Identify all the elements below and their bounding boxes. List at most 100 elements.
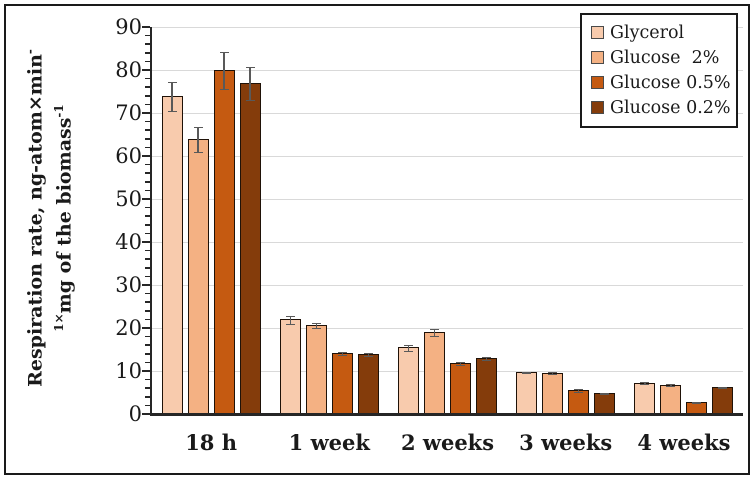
error-bar-line <box>525 372 528 374</box>
gridline-50 <box>152 198 743 200</box>
y-minor-tick <box>145 189 150 192</box>
y-major-tick <box>142 198 150 200</box>
error-bar-line <box>407 345 410 351</box>
plot-area <box>142 26 743 416</box>
error-bar-line <box>577 390 580 392</box>
y-minor-tick <box>145 387 150 389</box>
error-bar <box>718 386 728 390</box>
bar-group-3-weeks <box>507 27 625 414</box>
error-bar-line <box>197 127 199 152</box>
bar-glucose-0.2% <box>712 386 734 414</box>
error-bar-line <box>644 383 646 384</box>
y-tick-label: 0 <box>128 402 142 426</box>
y-axis-title-sup1: - <box>23 49 38 55</box>
legend-item: Glucose 0.5% <box>591 71 731 94</box>
legend: Glycerol Glucose 2% Glucose 0.5% Glucose 0.… <box>580 13 738 128</box>
y-minor-tick <box>145 224 150 226</box>
y-minor-tick <box>145 353 150 355</box>
y-axis-title-line2: mg of the biomass <box>53 117 76 314</box>
bar-glucose-2% <box>542 372 564 414</box>
error-bar-line <box>551 373 554 375</box>
error-bar-line <box>433 330 436 337</box>
gridline-80 <box>152 69 743 71</box>
error-bar-line <box>315 323 318 329</box>
y-minor-tick <box>145 146 150 149</box>
gridline-20 <box>152 327 743 329</box>
bar-glycerol <box>161 81 183 414</box>
legend-item: Glucose 2% <box>591 46 728 69</box>
y-axis-title-sup2: 1× <box>52 313 66 332</box>
y-minor-tick <box>145 344 150 346</box>
bar-glucose-0.2% <box>239 66 261 414</box>
error-bar <box>574 389 584 393</box>
y-minor-tick <box>145 215 150 217</box>
y-major-tick <box>142 26 150 28</box>
error-bar <box>311 322 321 330</box>
gridline-70 <box>152 112 743 114</box>
gridline-30 <box>152 284 743 286</box>
error-bar <box>430 329 439 338</box>
error-bar <box>193 126 203 153</box>
bar-group-2-weeks <box>388 27 506 414</box>
y-minor-tick <box>145 404 150 407</box>
y-minor-tick <box>145 77 150 80</box>
y-tick-label: 30 <box>115 273 142 297</box>
y-minor-tick <box>145 249 150 252</box>
y-minor-tick <box>145 34 150 37</box>
bar-glucose-2% <box>305 322 327 414</box>
legend-swatch-icon <box>591 76 604 89</box>
gridline-90 <box>152 26 743 28</box>
error-bar <box>692 401 702 404</box>
y-minor-tick <box>145 292 150 295</box>
error-bar <box>640 382 650 385</box>
bar-glucose-2% <box>187 126 209 414</box>
y-minor-tick <box>145 129 150 131</box>
error-bar <box>167 81 177 112</box>
y-minor-tick <box>145 378 150 381</box>
bar-glucose-0.5% <box>213 51 235 414</box>
error-bar-line <box>603 393 606 395</box>
y-minor-tick <box>145 43 150 45</box>
y-tick-label: 40 <box>115 230 142 254</box>
bar-glucose-0.2% <box>476 356 497 414</box>
bar-group-4-weeks <box>625 27 743 414</box>
y-minor-tick <box>145 396 150 398</box>
y-minor-tick <box>145 310 150 312</box>
bar-glucose-0.2% <box>357 352 379 414</box>
error-bar <box>548 372 558 376</box>
x-axis-label: 2 weeks <box>400 430 495 455</box>
bar-glycerol <box>398 344 419 414</box>
y-minor-tick <box>145 206 150 209</box>
error-bar-line <box>289 317 292 324</box>
gridline-40 <box>152 241 743 243</box>
error-bar-line <box>171 82 173 111</box>
bar-glucose-0.2% <box>594 392 616 414</box>
x-axis-label: 1 week <box>288 430 370 455</box>
bar-group-1-week <box>270 27 388 414</box>
y-minor-tick <box>145 60 150 63</box>
y-minor-tick <box>145 138 150 140</box>
error-bar <box>482 356 491 362</box>
y-major-tick <box>142 241 150 243</box>
y-axis-title-line1: Respiration rate, ng-atom×min <box>24 54 47 387</box>
y-major-tick <box>142 370 150 372</box>
error-bar-line <box>670 385 672 387</box>
y-minor-tick <box>145 172 150 174</box>
y-minor-tick <box>145 181 150 183</box>
y-minor-tick <box>145 318 150 321</box>
y-minor-tick <box>145 103 150 106</box>
bar-glucose-0.5% <box>568 389 590 414</box>
error-bar <box>363 352 373 357</box>
bar-glucose-0.5% <box>450 362 471 414</box>
legend-item: Glycerol <box>591 21 728 44</box>
legend-item: Glucose 0.2% <box>591 96 731 119</box>
y-axis-title: Respiration rate, ng-atom×min- 1×mg of t… <box>4 6 96 430</box>
bar-glycerol <box>516 371 538 414</box>
x-axis-labels: 18 h 1 week 2 weeks 3 weeks 4 weeks <box>152 424 743 462</box>
y-major-tick <box>142 327 150 329</box>
y-minor-tick <box>145 361 150 364</box>
legend-swatch-icon <box>591 26 604 39</box>
error-bar-line <box>485 357 488 361</box>
error-bar-line <box>341 352 344 356</box>
y-axis-title-sup3: -1 <box>52 104 66 118</box>
